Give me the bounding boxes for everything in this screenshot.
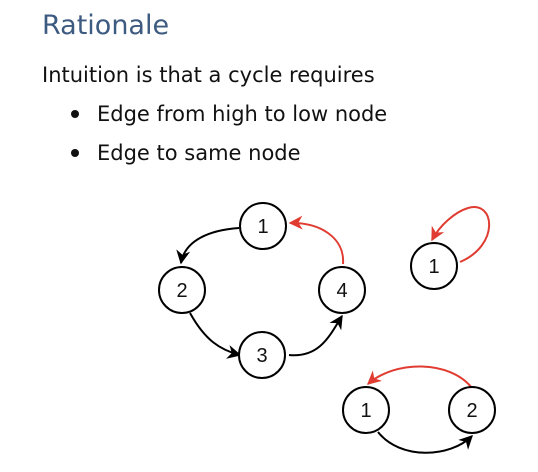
- edge-1-to-2: [377, 431, 473, 454]
- bullet-text: Edge to same node: [97, 141, 301, 165]
- node-b1: 1: [410, 242, 458, 290]
- bullet-dot-icon: [71, 110, 79, 118]
- intro-text: Intuition is that a cycle requires: [42, 63, 375, 87]
- node-a3: 3: [238, 331, 286, 379]
- node-c1: 1: [342, 386, 390, 434]
- edge-1-to-2: [176, 227, 240, 265]
- graph-b: 1: [410, 206, 491, 290]
- svg-text:3: 3: [256, 345, 267, 367]
- edge-1-self-loop: [431, 206, 491, 263]
- bullet-dot-icon: [71, 149, 79, 157]
- graph-c: 1 2: [342, 365, 496, 454]
- edge-4-to-1: [288, 215, 345, 265]
- node-a4: 4: [318, 266, 366, 314]
- node-c2: 2: [448, 386, 496, 434]
- node-a1: 1: [239, 202, 287, 250]
- bullet-item: Edge from high to low node: [68, 100, 387, 139]
- svg-text:1: 1: [428, 256, 439, 278]
- bullet-text: Edge from high to low node: [97, 102, 388, 126]
- graph-a: 1 2 3 4: [158, 202, 366, 379]
- edge-3-to-4: [288, 314, 343, 357]
- svg-text:1: 1: [257, 216, 268, 238]
- svg-text:1: 1: [360, 400, 371, 422]
- bullet-item: Edge to same node: [68, 139, 387, 178]
- svg-text:2: 2: [466, 400, 477, 422]
- edge-2-to-1: [366, 365, 473, 389]
- edge-2-to-3: [189, 312, 242, 359]
- node-a2: 2: [158, 266, 206, 314]
- svg-text:4: 4: [336, 280, 347, 302]
- svg-text:2: 2: [176, 280, 187, 302]
- bullet-list: Edge from high to low node Edge to same …: [68, 100, 387, 178]
- slide-title: Rationale: [42, 10, 170, 41]
